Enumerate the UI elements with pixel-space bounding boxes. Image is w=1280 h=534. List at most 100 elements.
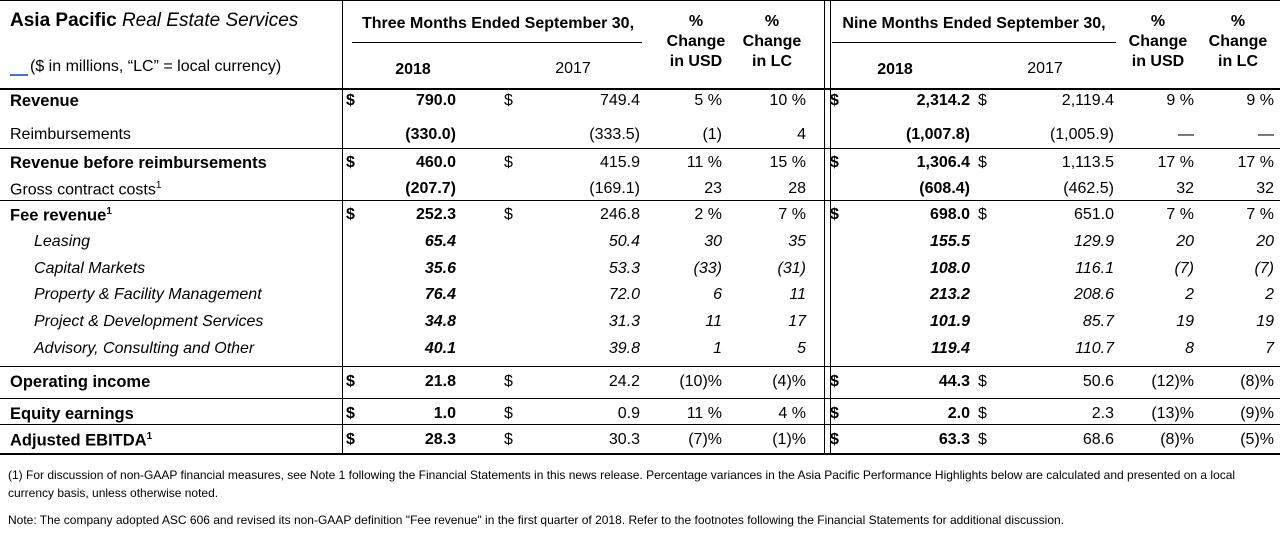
row-divider <box>0 424 1280 425</box>
cell-n2018: 1,306.4 <box>916 154 970 171</box>
cell-sign: $ <box>346 206 355 223</box>
cell-q2017: 415.9 <box>599 154 640 171</box>
row-divider <box>0 366 1280 367</box>
cell-n2017: 85.7 <box>1082 313 1114 330</box>
cell-q_usd: (33) <box>693 260 722 277</box>
row-label: Property & Facility Management <box>34 286 262 304</box>
cell-n2017: (1,005.9) <box>1049 126 1114 143</box>
cell-q_lc: (31) <box>777 260 806 277</box>
cell-dollar2: $ <box>978 92 987 109</box>
cell-q2017: 53.3 <box>608 260 640 277</box>
cell-q_lc: 15 % <box>769 154 806 171</box>
cell-q2017: (333.5) <box>589 126 640 143</box>
row-label: Fee revenue1 <box>10 206 112 226</box>
row-divider <box>0 148 1280 149</box>
row-label: Adjusted EBITDA1 <box>10 431 152 451</box>
row-label: Operating income <box>10 373 150 392</box>
cell-q_usd: 11 % <box>686 154 722 171</box>
cell-n2018: 44.3 <box>938 373 970 390</box>
cell-q2018: 40.1 <box>424 340 456 357</box>
cell-n2017: 1,113.5 <box>1061 154 1114 171</box>
footnote-note: Note: The company adopted ASC 606 and re… <box>8 513 1065 527</box>
header-n-2017: 2017 <box>1027 60 1063 77</box>
cell-n2017: 50.6 <box>1082 373 1114 390</box>
cell-q2018: 65.4 <box>424 233 456 250</box>
cell-q_usd: 5 % <box>694 92 722 109</box>
cell-sign: $ <box>830 92 839 109</box>
cell-n_usd: 19 <box>1176 313 1194 330</box>
row-label: Advisory, Consulting and Other <box>34 340 254 358</box>
cell-q_lc: 28 <box>788 180 806 197</box>
cell-n2017: 68.6 <box>1082 431 1114 448</box>
row-label-text: Equity earnings <box>10 405 134 423</box>
header-nine-months: Nine Months Ended September 30, <box>842 15 1106 32</box>
cell-n_lc: (7) <box>1254 260 1274 277</box>
cell-n_lc: 7 % <box>1246 206 1274 223</box>
cell-dollar2: $ <box>504 206 513 223</box>
cell-n_lc: — <box>1258 126 1274 143</box>
cell-q_usd: (1) <box>702 126 722 143</box>
header-q-lc-line2: Change <box>742 33 802 50</box>
row-label: Reimbursements <box>10 126 131 144</box>
row-divider <box>0 398 1280 399</box>
header-n-lc-line3: in LC <box>1218 53 1258 70</box>
cell-n2018: 63.3 <box>938 431 970 448</box>
cell-q_usd: (7)% <box>688 431 722 448</box>
cell-dollar2: $ <box>978 154 987 171</box>
cell-sign: $ <box>830 154 839 171</box>
cell-n_lc: 9 % <box>1246 92 1274 109</box>
cell-n_usd: (12)% <box>1151 373 1194 390</box>
cell-dollar2: $ <box>504 405 513 422</box>
cell-q2018: 28.3 <box>424 431 456 448</box>
cell-n2017: 651.0 <box>1073 206 1114 223</box>
cell-n_usd: 2 <box>1185 286 1194 303</box>
row-label-text: Reimbursements <box>10 126 131 143</box>
subtitle-text: ($ in millions, “LC” = local currency) <box>30 58 282 75</box>
cell-q2017: 39.8 <box>608 340 640 357</box>
cell-n2017: 208.6 <box>1073 286 1114 303</box>
cell-n2018: 2.0 <box>947 405 970 422</box>
footnote-marker: 1 <box>155 180 162 191</box>
cell-q2017: (169.1) <box>589 180 640 197</box>
cell-n_lc: 7 <box>1265 340 1274 357</box>
cell-n2017: 2,119.4 <box>1061 92 1114 109</box>
header-q-change-lc: % Change in LC <box>738 12 806 72</box>
row-label-text: Revenue <box>10 92 79 110</box>
cell-q_lc: (1)% <box>772 431 806 448</box>
cell-dollar2: $ <box>978 431 987 448</box>
row-label-text: Property & Facility Management <box>34 286 262 303</box>
cell-n_lc: 17 % <box>1237 154 1274 171</box>
cell-q_lc: 17 <box>788 313 806 330</box>
row-label: Equity earnings <box>10 405 134 424</box>
cell-q_usd: 6 <box>713 286 722 303</box>
row-divider <box>0 200 1280 201</box>
cell-n_usd: (13)% <box>1151 405 1194 422</box>
cell-q2018: 790.0 <box>415 92 456 109</box>
cell-n2018: 155.5 <box>929 233 970 250</box>
cell-n_lc: (9)% <box>1240 405 1274 422</box>
cell-q_lc: 4 <box>797 126 806 143</box>
header-q-2018: 2018 <box>395 61 431 78</box>
cell-sign: $ <box>346 405 355 422</box>
header-n-change-lc: % Change in LC <box>1202 12 1274 72</box>
cell-q_lc: (4)% <box>772 373 806 390</box>
divider-middle <box>824 0 825 454</box>
row-label-text: Advisory, Consulting and Other <box>34 340 255 357</box>
cell-n_lc: 2 <box>1265 286 1274 303</box>
cell-n2018: 213.2 <box>929 286 970 303</box>
row-label-text: Leasing <box>34 233 91 250</box>
cell-n2018: 698.0 <box>929 206 970 223</box>
row-label: Gross contract costs1 <box>10 180 161 199</box>
cell-q_usd: 11 % <box>686 405 722 422</box>
cell-sign: $ <box>830 431 839 448</box>
cell-q_lc: 7 % <box>778 206 806 223</box>
cell-q2018: 34.8 <box>424 313 456 330</box>
cell-q2017: 0.9 <box>617 405 640 422</box>
cell-q_lc: 4 % <box>778 405 806 422</box>
divider-middle-2 <box>830 0 831 454</box>
cell-q2017: 30.3 <box>608 431 640 448</box>
cell-sign: $ <box>346 431 355 448</box>
cell-sign: $ <box>830 405 839 422</box>
cell-q2017: 50.4 <box>608 233 640 250</box>
cell-n_usd: 9 % <box>1166 92 1194 109</box>
